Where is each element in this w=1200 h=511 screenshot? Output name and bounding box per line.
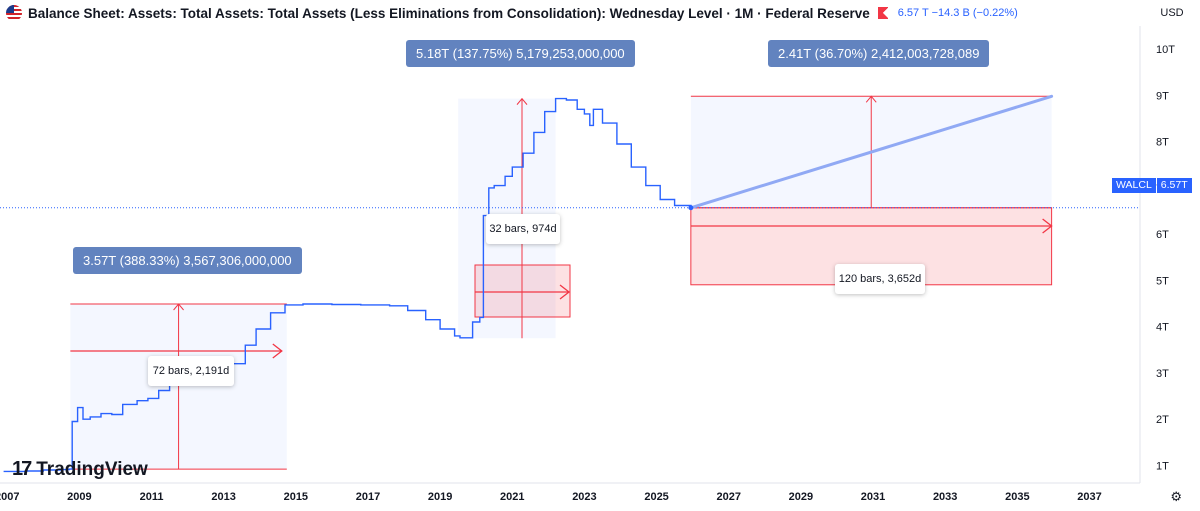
x-tick-label: 2007 bbox=[0, 491, 19, 503]
measure-tools[interactable] bbox=[0, 95, 1140, 470]
measure-label-3: 2.41T (36.70%) 2,412,003,728,089 bbox=[768, 40, 990, 67]
x-tick-label: 2013 bbox=[211, 491, 235, 503]
x-tick-label: 2031 bbox=[861, 491, 885, 503]
logo-text: TradingView bbox=[36, 458, 148, 480]
settings-icon[interactable]: ⚙ bbox=[1170, 489, 1182, 504]
measure-duration-zone-2 bbox=[474, 264, 571, 318]
x-tick-label: 2011 bbox=[140, 491, 164, 503]
x-tick-label: 2021 bbox=[500, 491, 524, 503]
measure-vertical-head-1 bbox=[173, 303, 184, 311]
us-flag-icon bbox=[6, 5, 22, 21]
time-axis[interactable]: 2007 2009 2011 2013 2015 2017 2019 2021 2023 2025… bbox=[0, 491, 1102, 503]
chart-title: Balance Sheet: Assets: Total Assets: Tot… bbox=[28, 5, 870, 21]
x-tick-label: 2015 bbox=[284, 491, 308, 503]
measure-label-2: 5.18T (137.75%) 5,179,253,000,000 bbox=[406, 40, 635, 67]
measure-horizontal-arrow-3-head bbox=[1042, 218, 1053, 234]
series-lines bbox=[3, 94, 1054, 473]
y-tick-label: 8T bbox=[1156, 137, 1169, 149]
x-tick-label: 2019 bbox=[428, 491, 452, 503]
x-tick-label: 2023 bbox=[572, 491, 596, 503]
price-axis[interactable]: 1T2T3T4T5T6T7T8T9T10T bbox=[1156, 44, 1175, 472]
flag-marker-icon[interactable] bbox=[877, 7, 888, 19]
tradingview-logo[interactable]: 17 TradingView bbox=[12, 458, 148, 481]
projection-anchor-point bbox=[688, 205, 694, 211]
measure-horizontal-arrow-2-head bbox=[559, 284, 571, 300]
measure-vertical-head-2 bbox=[516, 97, 528, 105]
x-tick-label: 2017 bbox=[356, 491, 380, 503]
x-tick-label: 2029 bbox=[789, 491, 813, 503]
measure-horizontal-arrow-1-head bbox=[272, 343, 283, 359]
x-tick-label: 2027 bbox=[716, 491, 740, 503]
x-tick-label: 2033 bbox=[933, 491, 957, 503]
measure-bars-label-3: 120 bars, 3,652d bbox=[835, 264, 925, 294]
y-tick-label: 9T bbox=[1156, 90, 1169, 102]
y-tick-label: 2T bbox=[1156, 414, 1169, 426]
y-tick-label: 3T bbox=[1156, 368, 1169, 380]
x-tick-label: 2025 bbox=[644, 491, 668, 503]
symbol-tag: WALCL bbox=[1112, 178, 1156, 193]
measure-bars-label-2: 32 bars, 974d bbox=[486, 214, 560, 244]
last-value: 6.57T bbox=[1156, 178, 1192, 193]
x-tick-label: 2009 bbox=[67, 491, 91, 503]
y-tick-label: 6T bbox=[1156, 229, 1169, 241]
chart-header: Balance Sheet: Assets: Total Assets: Tot… bbox=[0, 0, 1146, 26]
series-line-projection bbox=[689, 94, 1054, 210]
y-tick-label: 5T bbox=[1156, 275, 1169, 287]
y-tick-label: 4T bbox=[1156, 322, 1169, 334]
measure-bars-label-1: 72 bars, 2,191d bbox=[148, 356, 234, 386]
series-line-walcl bbox=[3, 97, 692, 473]
x-tick-label: 2037 bbox=[1077, 491, 1101, 503]
y-tick-label: 10T bbox=[1156, 44, 1175, 56]
currency-selector[interactable]: USD bbox=[1160, 7, 1184, 19]
x-tick-label: 2035 bbox=[1005, 491, 1029, 503]
price-summary: 6.57 T −14.3 B (−0.22%) bbox=[897, 7, 1018, 19]
last-value-tag: WALCL 6.57T bbox=[1112, 178, 1192, 193]
measure-vertical-head-3 bbox=[865, 95, 877, 103]
logo-mark: 17 bbox=[12, 458, 32, 480]
measure-label-1: 3.57T (388.33%) 3,567,306,000,000 bbox=[73, 247, 302, 274]
y-tick-label: 1T bbox=[1156, 460, 1169, 472]
